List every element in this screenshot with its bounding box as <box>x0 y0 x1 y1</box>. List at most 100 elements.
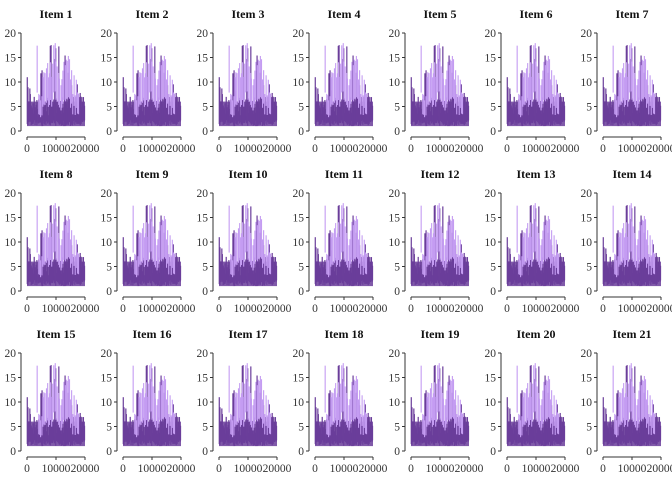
x-tick-label: 0 <box>120 463 126 475</box>
y-tick-label: 0 <box>586 446 592 458</box>
y-tick-label: 0 <box>298 446 304 458</box>
series-light <box>516 43 560 118</box>
y-tick-label: 20 <box>485 28 497 40</box>
series-dark <box>314 205 374 287</box>
y-tick-label: 10 <box>293 237 305 249</box>
y-tick-label: 0 <box>586 126 592 138</box>
panel-18: Item 18 0 5 10 15 20 0 10000 20000 <box>293 327 388 475</box>
x-tick-label: 0 <box>120 303 126 315</box>
y-tick-label: 10 <box>197 77 209 89</box>
y-tick-label: 15 <box>485 373 497 385</box>
y-tick-label: 15 <box>485 53 497 65</box>
panel-11: Item 11 0 5 10 15 20 0 10000 20000 <box>293 167 388 315</box>
x-tick-label: 10000 <box>522 463 551 475</box>
y-tick-label: 5 <box>490 262 496 274</box>
panel-title: Item 5 <box>424 7 457 21</box>
x-tick-label: 20000 <box>167 463 196 475</box>
series-light <box>516 203 560 278</box>
x-tick-label: 20000 <box>359 303 388 315</box>
panel-title: Item 17 <box>229 327 268 341</box>
y-tick-label: 15 <box>5 53 17 65</box>
y-tick-label: 20 <box>293 28 305 40</box>
y-tick-label: 10 <box>581 237 593 249</box>
x-tick-label: 10000 <box>522 143 551 155</box>
y-tick-label: 20 <box>101 348 113 360</box>
y-tick-label: 5 <box>202 102 208 114</box>
y-tick-label: 10 <box>5 77 17 89</box>
x-tick-label: 20000 <box>455 143 484 155</box>
x-tick-label: 20000 <box>551 463 580 475</box>
x-tick-label: 20000 <box>551 303 580 315</box>
y-tick-label: 0 <box>202 126 208 138</box>
series-light <box>228 203 272 278</box>
panel-title: Item 2 <box>136 7 169 21</box>
series-light <box>324 203 368 278</box>
series-light <box>612 43 656 118</box>
y-tick-label: 20 <box>197 188 209 200</box>
y-tick-label: 15 <box>197 53 209 65</box>
y-tick-label: 20 <box>5 348 17 360</box>
x-tick-label: 20000 <box>647 463 672 475</box>
y-tick-label: 0 <box>10 446 16 458</box>
panel-title: Item 7 <box>616 7 649 21</box>
x-tick-label: 10000 <box>138 463 167 475</box>
y-tick-label: 15 <box>197 213 209 225</box>
panel-title: Item 21 <box>613 327 652 341</box>
y-tick-label: 0 <box>490 446 496 458</box>
x-tick-label: 0 <box>216 463 222 475</box>
panel-17: Item 17 0 5 10 15 20 0 10000 20000 <box>197 327 292 475</box>
y-tick-label: 5 <box>202 262 208 274</box>
y-tick-label: 20 <box>197 28 209 40</box>
x-tick-label: 10000 <box>330 303 359 315</box>
panel-title: Item 1 <box>40 7 73 21</box>
y-tick-label: 15 <box>293 213 305 225</box>
panel-10: Item 10 0 5 10 15 20 0 10000 20000 <box>197 167 292 315</box>
x-tick-label: 10000 <box>234 143 263 155</box>
y-tick-label: 15 <box>389 213 401 225</box>
y-tick-label: 15 <box>101 213 113 225</box>
panel-title: Item 16 <box>133 327 172 341</box>
y-tick-label: 10 <box>389 237 401 249</box>
series-light <box>612 203 656 278</box>
x-tick-label: 20000 <box>263 463 292 475</box>
y-tick-label: 5 <box>106 102 112 114</box>
x-tick-label: 0 <box>312 303 318 315</box>
panel-title: Item 6 <box>520 7 553 21</box>
x-tick-label: 0 <box>120 143 126 155</box>
y-tick-label: 15 <box>389 373 401 385</box>
y-tick-label: 20 <box>389 348 401 360</box>
x-tick-label: 0 <box>408 463 414 475</box>
y-tick-label: 10 <box>101 397 113 409</box>
y-tick-label: 0 <box>10 286 16 298</box>
y-tick-label: 5 <box>106 422 112 434</box>
y-tick-label: 10 <box>5 237 17 249</box>
panel-5: Item 5 0 5 10 15 20 0 10000 20000 <box>389 7 484 155</box>
y-tick-label: 20 <box>101 28 113 40</box>
panel-15: Item 15 0 5 10 15 20 0 10000 20000 <box>5 327 100 475</box>
y-tick-label: 15 <box>581 213 593 225</box>
series-dark <box>410 205 470 287</box>
x-tick-label: 10000 <box>522 303 551 315</box>
x-tick-label: 0 <box>24 303 30 315</box>
panel-title: Item 9 <box>136 167 169 181</box>
y-tick-label: 5 <box>106 262 112 274</box>
y-tick-label: 5 <box>586 102 592 114</box>
panel-20: Item 20 0 5 10 15 20 0 10000 20000 <box>485 327 580 475</box>
y-tick-label: 20 <box>5 28 17 40</box>
x-tick-label: 10000 <box>618 463 647 475</box>
x-tick-label: 10000 <box>618 303 647 315</box>
series-light <box>324 363 368 438</box>
series-light <box>516 363 560 438</box>
y-tick-label: 0 <box>106 446 112 458</box>
y-tick-label: 0 <box>586 286 592 298</box>
x-tick-label: 20000 <box>455 463 484 475</box>
y-tick-label: 15 <box>101 53 113 65</box>
x-tick-label: 0 <box>216 143 222 155</box>
y-tick-label: 5 <box>298 422 304 434</box>
x-tick-label: 20000 <box>551 143 580 155</box>
y-tick-label: 0 <box>202 286 208 298</box>
x-tick-label: 10000 <box>426 463 455 475</box>
series-light <box>324 43 368 118</box>
